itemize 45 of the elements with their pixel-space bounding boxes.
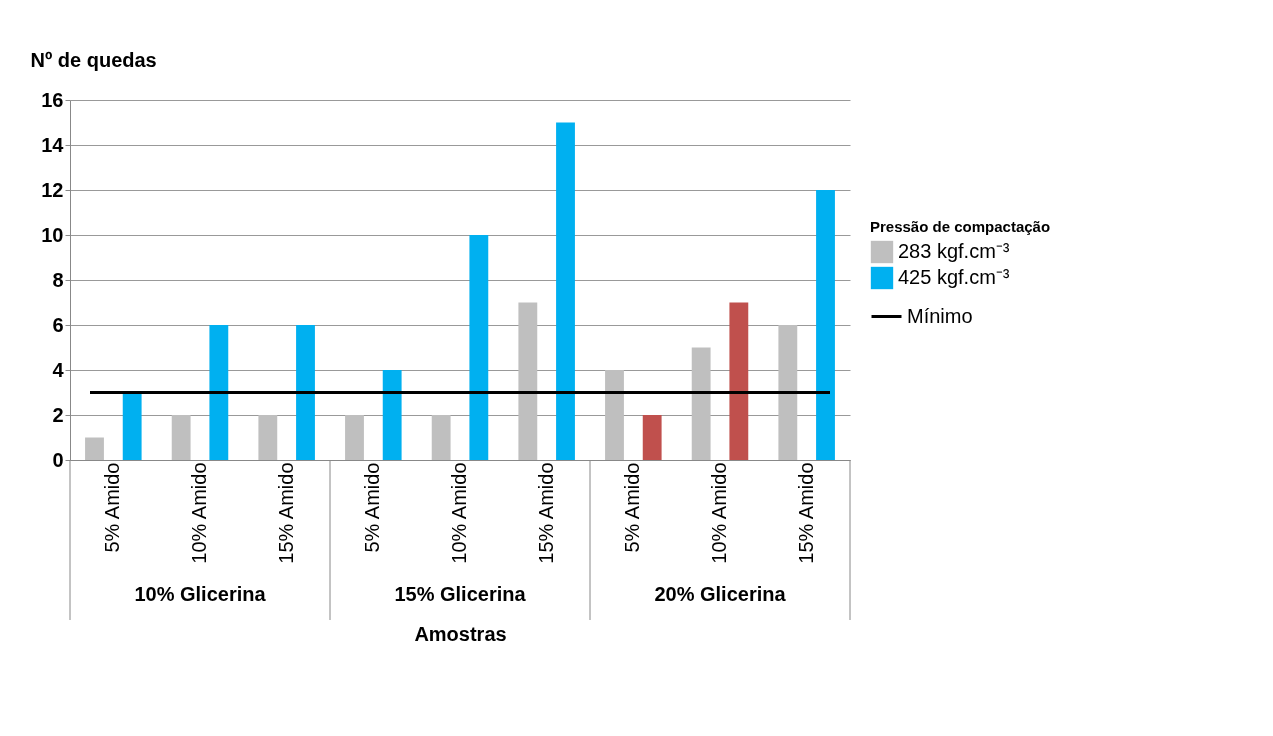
bar	[729, 302, 749, 460]
x-tick-label: 10% Amido	[708, 462, 730, 564]
legend-label: Mínimo	[907, 304, 973, 327]
bar	[122, 392, 142, 460]
x-tick-label: 15% Amido	[794, 462, 817, 564]
bar	[345, 415, 364, 460]
text: 20% Glicerina	[654, 583, 787, 605]
bar	[431, 415, 451, 460]
x-tick-label: 15% Amido	[274, 462, 297, 564]
x-tick-label: 15% Amido	[534, 462, 557, 564]
legend-label: 425 kgf.cm⁻³	[898, 266, 1010, 288]
x-tick-label: 5% Amido	[101, 462, 124, 553]
x-tick-label: 10% Amido	[448, 462, 470, 564]
legend-label: 283 kgf.cm⁻³	[898, 240, 1010, 262]
bar	[382, 370, 402, 460]
y-tick-label: 12	[41, 178, 64, 201]
y-axis-title: Nº de quedas	[30, 48, 157, 71]
bar	[518, 302, 538, 460]
y-tick-label: 0	[52, 448, 64, 471]
text: 15% Glicerina	[394, 583, 527, 605]
bar	[642, 415, 662, 460]
y-tick-label: 2	[52, 403, 64, 426]
y-tick-label: 16	[41, 88, 64, 111]
bar	[816, 190, 835, 460]
bar	[258, 415, 278, 460]
bar	[556, 122, 575, 460]
y-tick-label: 10	[41, 223, 64, 246]
bar	[691, 347, 711, 460]
x-tick-label: 5% Amido	[361, 462, 384, 553]
bar	[469, 235, 489, 460]
y-tick-label: 6	[52, 313, 64, 336]
x-tick-label: 5% Amido	[621, 462, 644, 553]
y-tick-label: 14	[41, 133, 65, 156]
y-tick-label: 4	[52, 358, 65, 381]
bar	[296, 325, 315, 460]
text: 10% Glicerina	[134, 583, 267, 605]
y-tick-label: 8	[52, 268, 64, 291]
legend-title: Pressão de compactação	[870, 218, 1051, 235]
bar	[209, 325, 229, 460]
bar	[778, 325, 798, 460]
x-tick-label: 10% Amido	[188, 462, 210, 564]
bar	[605, 370, 624, 460]
x-axis-title: Amostras	[414, 622, 507, 645]
bar	[85, 437, 104, 460]
bar	[171, 415, 191, 460]
